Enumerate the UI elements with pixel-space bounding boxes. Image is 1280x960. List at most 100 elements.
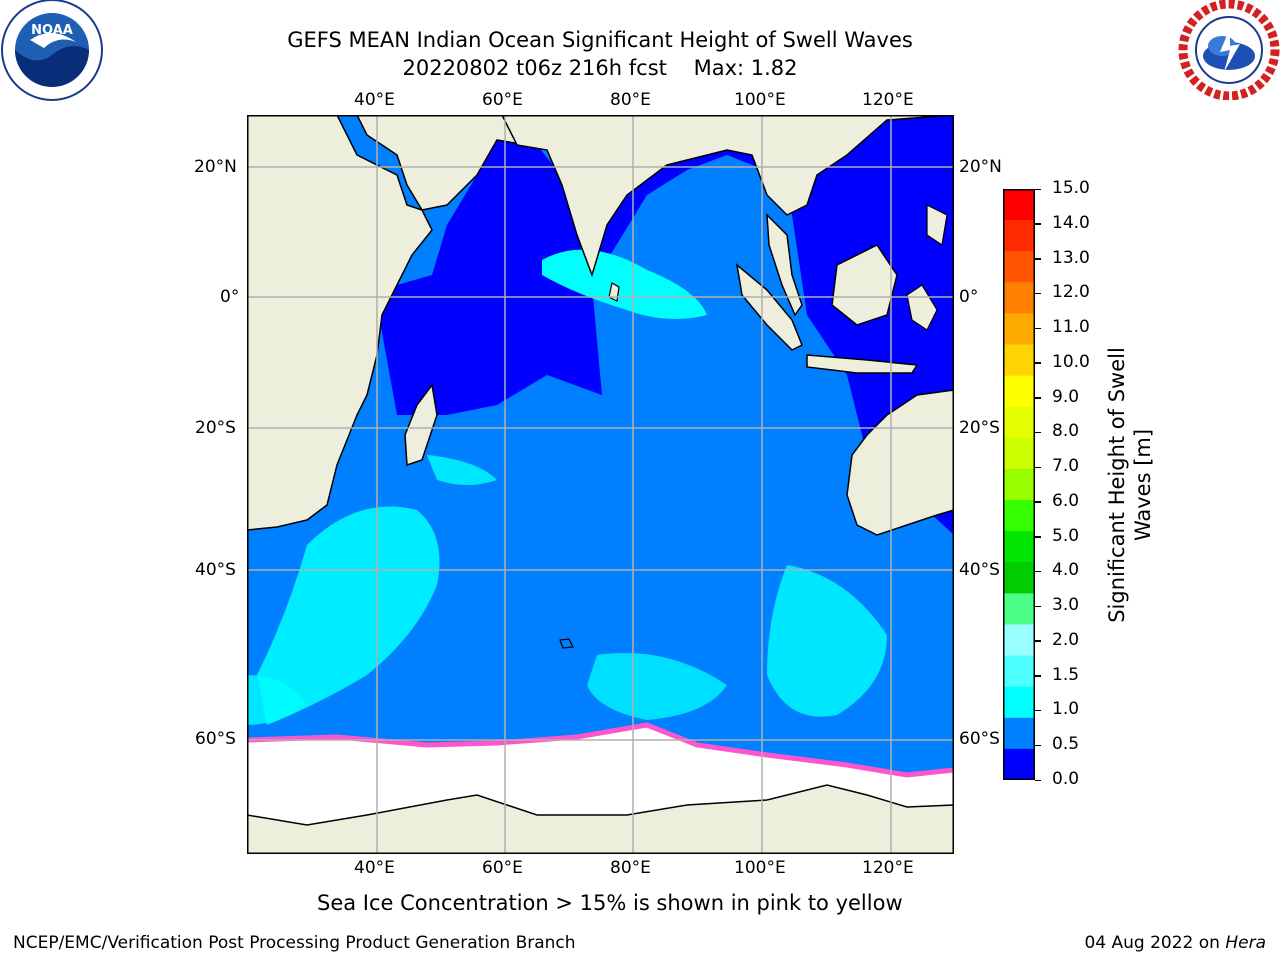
colorbar-tick-mark <box>1035 501 1041 503</box>
lon-label-bottom-60e: 60°E <box>482 858 523 878</box>
lon-label-bottom-120e: 120°E <box>862 858 914 878</box>
colorbar-tick-mark <box>1035 779 1041 781</box>
lon-label-bottom-100e: 100°E <box>734 858 786 878</box>
colorbar-label-line2: Waves [m] <box>1131 428 1155 542</box>
colorbar-tick-label: 4.0 <box>1052 560 1080 581</box>
lat-label-right-40s: 40°S <box>959 560 1000 580</box>
map-svg <box>247 115 954 854</box>
colorbar-label-line1: Significant Height of Swell <box>1105 347 1129 623</box>
colorbar-swatch <box>1003 686 1035 719</box>
lat-label-left-20s: 20°S <box>195 418 236 438</box>
colorbar-tick-label: 1.5 <box>1052 664 1080 685</box>
lat-label-right-20n: 20°N <box>959 157 1002 177</box>
colorbar-swatch <box>1003 624 1035 657</box>
land-antarctica <box>247 784 954 854</box>
land-australia <box>846 389 954 536</box>
land-malay-peninsula <box>766 213 803 317</box>
colorbar-tick-label: 12.0 <box>1052 282 1090 303</box>
ocean-low-region-west <box>377 135 602 415</box>
land-asia <box>501 115 954 278</box>
land-madagascar <box>404 383 438 467</box>
footer-credit: NCEP/EMC/Verification Post Processing Pr… <box>13 933 576 953</box>
colorbar-swatch <box>1003 313 1035 346</box>
colorbar-tick-label: 6.0 <box>1052 490 1080 511</box>
lat-label-left-0: 0° <box>220 287 240 307</box>
colorbar-swatch <box>1003 375 1035 408</box>
colorbar-tick-mark <box>1035 223 1041 225</box>
noaa-logo: NOAA <box>0 0 105 105</box>
colorbar-tick-label: 11.0 <box>1052 317 1090 338</box>
colorbar-tick-label: 3.0 <box>1052 595 1080 616</box>
lat-label-right-0: 0° <box>959 287 979 307</box>
lat-label-right-60s: 60°S <box>959 729 1000 749</box>
colorbar-tick-mark <box>1035 327 1041 330</box>
colorbar-tick-label: 1.0 <box>1052 699 1080 720</box>
colorbar-swatch <box>1003 251 1035 283</box>
ocean-low-region-east <box>592 115 954 425</box>
lon-label-top-60e: 60°E <box>482 90 523 110</box>
colorbar-tick-mark <box>1035 397 1041 399</box>
colorbar-tick-label: 0.0 <box>1052 769 1080 789</box>
colorbar-tick-mark <box>1035 640 1041 642</box>
map-frame <box>247 115 954 854</box>
colorbar-tick-mark <box>1035 431 1041 434</box>
land-sumatra <box>735 263 803 351</box>
lon-label-bottom-40e: 40°E <box>354 858 395 878</box>
ocean-high-region <box>542 249 707 319</box>
colorbar-tick-mark <box>1035 744 1041 747</box>
colorbar-swatch <box>1003 748 1035 781</box>
lon-label-bottom-80e: 80°E <box>610 858 651 878</box>
nws-logo <box>1178 0 1280 101</box>
colorbar-tick-label: 14.0 <box>1052 212 1090 233</box>
colorbar-swatch <box>1003 406 1035 439</box>
colorbar-tick-mark <box>1035 709 1041 712</box>
colorbar-swatch <box>1003 562 1035 594</box>
colorbar-swatch <box>1003 531 1035 563</box>
colorbar-frame <box>1003 189 1035 780</box>
kerguelen-island <box>559 638 574 649</box>
lat-label-left-40s: 40°S <box>195 560 236 580</box>
colorbar-tick-mark <box>1035 188 1041 190</box>
footer-date: 04 Aug 2022 on Hera <box>1084 933 1266 953</box>
colorbar-swatch <box>1003 189 1035 221</box>
colorbar-swatch <box>1003 344 1035 377</box>
colorbar-tick-label: 2.0 <box>1052 629 1080 650</box>
sea-ice-caption: Sea Ice Concentration > 15% is shown in … <box>317 891 903 915</box>
colorbar-tick-label: 5.0 <box>1052 525 1080 546</box>
footer-host: Hera <box>1225 933 1266 953</box>
map-panel <box>247 115 954 854</box>
colorbar-tick-label: 9.0 <box>1052 386 1080 407</box>
lon-label-top-100e: 100°E <box>734 90 786 110</box>
lat-label-left-20n: 20°N <box>194 157 237 177</box>
lat-label-left-60s: 60°S <box>195 729 236 749</box>
colorbar-tick-mark <box>1035 605 1041 608</box>
colorbar-tick-mark <box>1035 536 1041 538</box>
noaa-logo-text: NOAA <box>31 23 73 38</box>
chart-subtitle: 20220802 t06z 216h fcst Max: 1.82 <box>402 56 798 80</box>
colorbar-tick-mark <box>1035 362 1041 364</box>
footer-date-text: 04 Aug 2022 on <box>1084 933 1226 953</box>
colorbar-tick-mark <box>1035 570 1041 573</box>
chart-title: GEFS MEAN Indian Ocean Significant Heigh… <box>287 28 913 52</box>
colorbar-swatch <box>1003 717 1035 750</box>
lon-label-top-40e: 40°E <box>354 90 395 110</box>
colorbar <box>1003 189 1035 781</box>
colorbar-swatch <box>1003 437 1035 470</box>
colorbar-swatch <box>1003 282 1035 314</box>
colorbar-tick-mark <box>1035 258 1041 260</box>
colorbar-tick-label: 13.0 <box>1052 247 1090 268</box>
colorbar-tick-label: 8.0 <box>1052 421 1080 442</box>
colorbar-tick-label: 10.0 <box>1052 351 1090 372</box>
colorbar-tick-mark <box>1035 292 1041 295</box>
land-java <box>806 354 919 374</box>
graticule <box>247 115 954 854</box>
colorbar-tick-mark <box>1035 466 1041 469</box>
colorbar-swatch <box>1003 220 1035 252</box>
colorbar-swatch <box>1003 500 1035 532</box>
lat-label-right-20s: 20°S <box>959 418 1000 438</box>
lon-label-top-120e: 120°E <box>862 90 914 110</box>
colorbar-swatch <box>1003 593 1035 625</box>
land-africa <box>247 115 433 531</box>
colorbar-tick-label: 15.0 <box>1052 178 1090 198</box>
land-borneo <box>831 244 898 326</box>
